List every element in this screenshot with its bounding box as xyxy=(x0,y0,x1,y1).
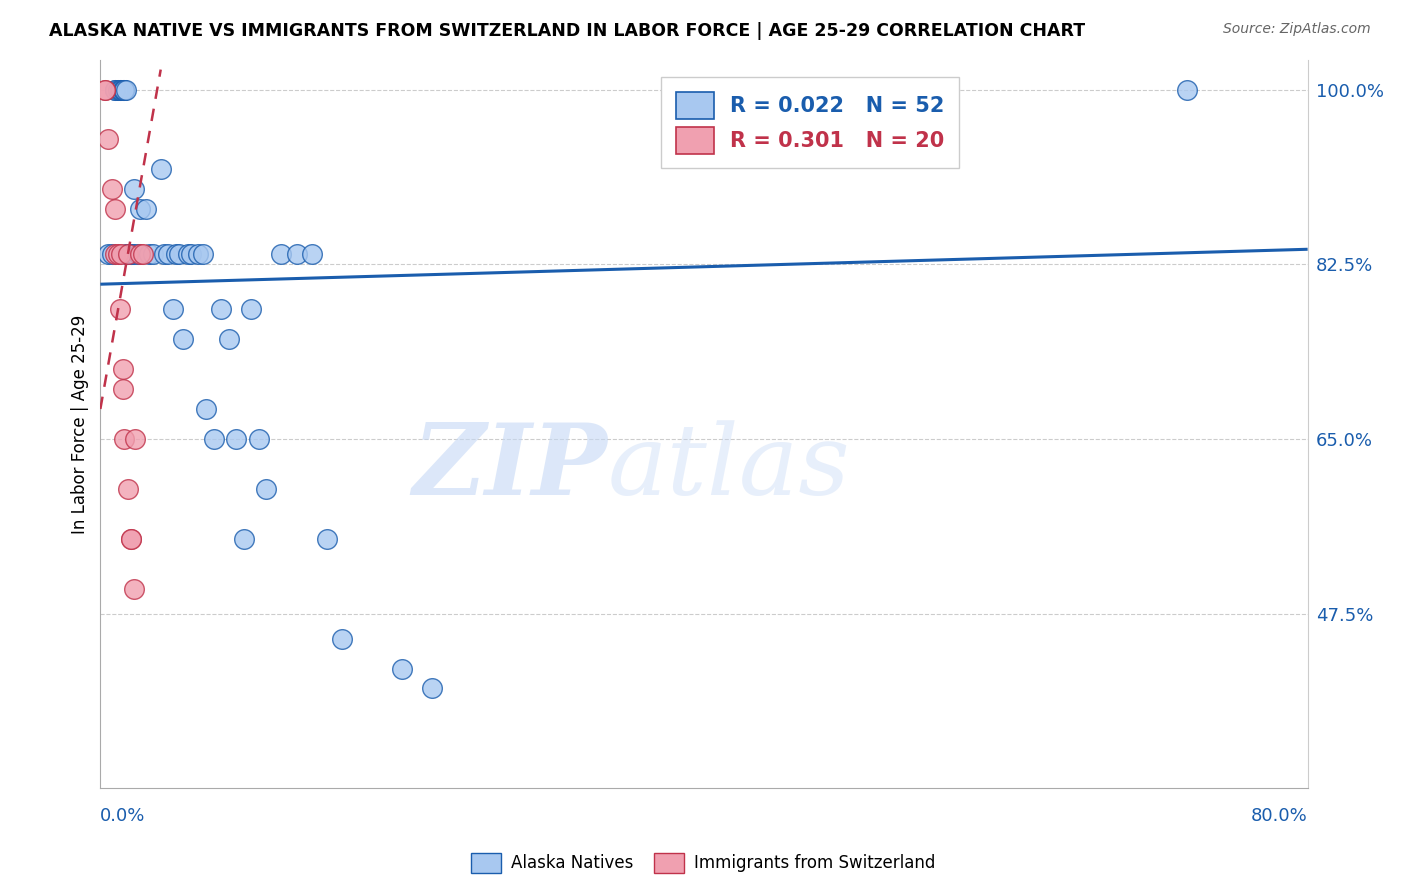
Point xyxy=(128,202,150,217)
Point xyxy=(97,132,120,146)
Point xyxy=(111,362,134,376)
Point xyxy=(114,82,136,96)
Point xyxy=(232,532,254,546)
Point xyxy=(97,247,120,261)
Point xyxy=(177,247,200,261)
Point xyxy=(172,332,194,346)
Point xyxy=(120,247,142,261)
Point xyxy=(247,432,270,446)
Point xyxy=(138,247,160,261)
Point xyxy=(301,247,323,261)
Point xyxy=(391,661,413,675)
Point xyxy=(114,432,136,446)
Point xyxy=(122,182,145,196)
Point xyxy=(107,82,129,96)
Point xyxy=(111,82,134,96)
Point xyxy=(120,247,142,261)
Text: ALASKA NATIVE VS IMMIGRANTS FROM SWITZERLAND IN LABOR FORCE | AGE 25-29 CORRELAT: ALASKA NATIVE VS IMMIGRANTS FROM SWITZER… xyxy=(49,22,1085,40)
Point xyxy=(104,202,127,217)
Point xyxy=(225,432,247,446)
Point xyxy=(104,82,127,96)
Text: atlas: atlas xyxy=(607,420,851,516)
Point xyxy=(104,82,127,96)
Point xyxy=(1175,82,1198,96)
Point xyxy=(108,302,131,317)
Y-axis label: In Labor Force | Age 25-29: In Labor Force | Age 25-29 xyxy=(72,314,89,533)
Point xyxy=(218,332,240,346)
Point xyxy=(142,247,165,261)
Text: 0.0%: 0.0% xyxy=(100,806,146,824)
Point xyxy=(101,247,124,261)
Point xyxy=(209,302,232,317)
Point xyxy=(117,247,139,261)
Legend: R = 0.022   N = 52, R = 0.301   N = 20: R = 0.022 N = 52, R = 0.301 N = 20 xyxy=(661,78,959,169)
Point xyxy=(240,302,263,317)
Point xyxy=(101,182,124,196)
Point xyxy=(122,582,145,596)
Point xyxy=(117,247,139,261)
Point xyxy=(114,82,136,96)
Point xyxy=(94,82,117,96)
Point xyxy=(115,82,138,96)
Point xyxy=(111,382,134,396)
Point xyxy=(110,247,132,261)
Text: Source: ZipAtlas.com: Source: ZipAtlas.com xyxy=(1223,22,1371,37)
Point xyxy=(120,532,142,546)
Legend: Alaska Natives, Immigrants from Switzerland: Alaska Natives, Immigrants from Switzerl… xyxy=(464,847,942,880)
Point xyxy=(128,247,150,261)
Point xyxy=(94,82,117,96)
Point xyxy=(315,532,337,546)
Point xyxy=(131,247,153,261)
Point xyxy=(195,401,218,416)
Point xyxy=(167,247,190,261)
Point xyxy=(120,532,142,546)
Point xyxy=(157,247,180,261)
Point xyxy=(165,247,187,261)
Point xyxy=(108,82,131,96)
Text: 80.0%: 80.0% xyxy=(1251,806,1308,824)
Point xyxy=(162,302,184,317)
Point xyxy=(111,82,134,96)
Point xyxy=(180,247,202,261)
Point xyxy=(122,247,145,261)
Point xyxy=(127,247,149,261)
Text: ZIP: ZIP xyxy=(412,419,607,516)
Point xyxy=(285,247,308,261)
Point xyxy=(270,247,292,261)
Point xyxy=(422,681,444,696)
Point xyxy=(187,247,209,261)
Point xyxy=(254,482,277,496)
Point xyxy=(152,247,174,261)
Point xyxy=(191,247,214,261)
Point xyxy=(104,247,127,261)
Point xyxy=(124,432,146,446)
Point xyxy=(110,82,132,96)
Point xyxy=(115,247,138,261)
Point xyxy=(108,82,131,96)
Point xyxy=(117,482,139,496)
Point xyxy=(149,162,172,177)
Point xyxy=(202,432,225,446)
Point xyxy=(135,202,157,217)
Point xyxy=(107,247,129,261)
Point xyxy=(330,632,353,646)
